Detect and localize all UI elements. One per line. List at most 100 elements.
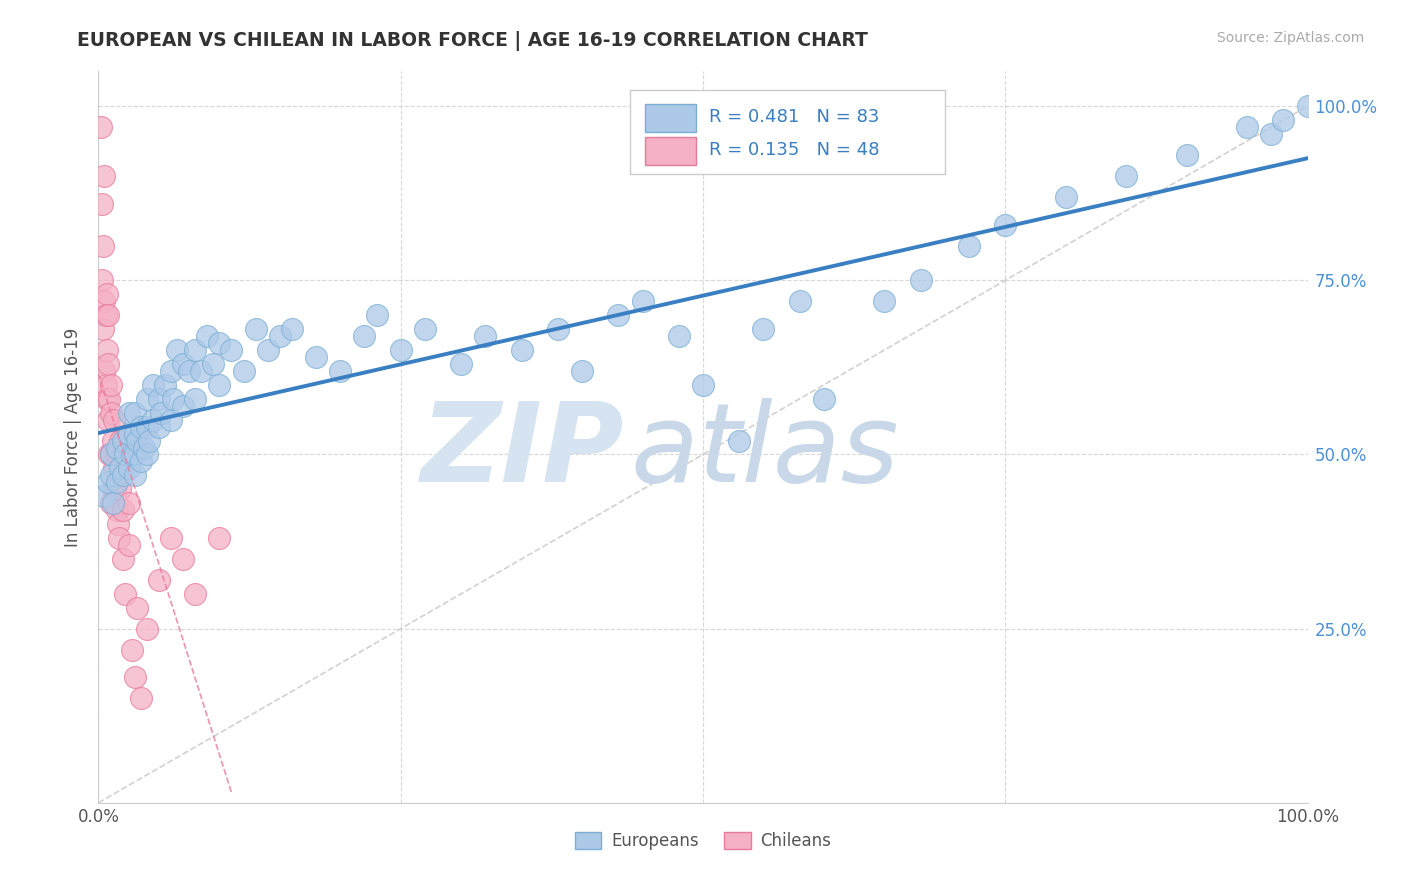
Point bbox=[389, 343, 412, 357]
Point bbox=[184, 392, 207, 406]
Point bbox=[232, 364, 254, 378]
Point bbox=[121, 642, 143, 657]
Point bbox=[118, 461, 141, 475]
Text: R = 0.481   N = 83: R = 0.481 N = 83 bbox=[709, 108, 879, 126]
Point bbox=[97, 475, 120, 490]
Point bbox=[184, 343, 207, 357]
Point bbox=[118, 426, 141, 441]
Text: atlas: atlas bbox=[630, 398, 898, 505]
Point bbox=[353, 329, 375, 343]
Point bbox=[108, 434, 131, 448]
Point bbox=[93, 364, 115, 378]
Point bbox=[118, 406, 141, 420]
Point bbox=[208, 531, 231, 545]
Point bbox=[100, 496, 122, 510]
Point bbox=[114, 448, 136, 462]
Point bbox=[96, 287, 118, 301]
Point bbox=[105, 441, 128, 455]
Point bbox=[93, 294, 115, 309]
Point bbox=[148, 392, 170, 406]
Text: R = 0.135   N = 48: R = 0.135 N = 48 bbox=[709, 141, 880, 159]
Point bbox=[166, 343, 188, 357]
Point bbox=[153, 377, 176, 392]
Point bbox=[96, 392, 118, 406]
Point bbox=[107, 517, 129, 532]
Point bbox=[98, 392, 121, 406]
Point bbox=[162, 392, 184, 406]
Point bbox=[118, 538, 141, 552]
Point bbox=[148, 573, 170, 587]
Point bbox=[135, 448, 157, 462]
Legend: Europeans, Chileans: Europeans, Chileans bbox=[568, 825, 838, 856]
Point bbox=[96, 343, 118, 357]
Point bbox=[256, 343, 278, 357]
Point bbox=[138, 434, 160, 448]
Point bbox=[631, 294, 654, 309]
Point bbox=[103, 412, 125, 426]
Point bbox=[91, 273, 114, 287]
Point bbox=[329, 364, 352, 378]
Point bbox=[105, 448, 128, 462]
Point bbox=[269, 329, 291, 343]
Point bbox=[135, 622, 157, 636]
Point bbox=[101, 483, 124, 497]
Point bbox=[208, 377, 231, 392]
Point bbox=[1296, 99, 1319, 113]
Point bbox=[111, 434, 134, 448]
Point bbox=[148, 419, 170, 434]
Point bbox=[108, 483, 131, 497]
Point bbox=[105, 475, 128, 490]
Point bbox=[179, 364, 201, 378]
Point bbox=[571, 364, 593, 378]
Point bbox=[208, 336, 231, 351]
Point bbox=[129, 691, 152, 706]
Point bbox=[245, 322, 267, 336]
Point bbox=[127, 434, 149, 448]
FancyBboxPatch shape bbox=[645, 104, 696, 132]
Point bbox=[221, 343, 243, 357]
Point bbox=[108, 461, 131, 475]
Point bbox=[752, 322, 775, 336]
Text: EUROPEAN VS CHILEAN IN LABOR FORCE | AGE 16-19 CORRELATION CHART: EUROPEAN VS CHILEAN IN LABOR FORCE | AGE… bbox=[77, 31, 869, 51]
Point bbox=[108, 531, 131, 545]
FancyBboxPatch shape bbox=[645, 137, 696, 165]
Point bbox=[124, 670, 146, 684]
Point bbox=[789, 294, 811, 309]
Point bbox=[910, 273, 932, 287]
Point bbox=[474, 329, 496, 343]
Point bbox=[1272, 113, 1295, 128]
Point bbox=[101, 496, 124, 510]
Point bbox=[111, 468, 134, 483]
Point bbox=[111, 503, 134, 517]
Point bbox=[103, 461, 125, 475]
Point bbox=[281, 322, 304, 336]
Point bbox=[111, 552, 134, 566]
Point bbox=[118, 496, 141, 510]
Point bbox=[413, 322, 436, 336]
FancyBboxPatch shape bbox=[630, 90, 945, 174]
Point bbox=[1175, 148, 1198, 162]
Point bbox=[1115, 169, 1137, 183]
Point bbox=[100, 468, 122, 483]
Point bbox=[873, 294, 896, 309]
Point bbox=[135, 392, 157, 406]
Point bbox=[91, 322, 114, 336]
Point bbox=[124, 468, 146, 483]
Point bbox=[202, 357, 225, 371]
Point bbox=[142, 412, 165, 426]
Point bbox=[190, 364, 212, 378]
Point bbox=[160, 364, 183, 378]
Point bbox=[124, 406, 146, 420]
Point bbox=[114, 587, 136, 601]
Point bbox=[90, 120, 112, 134]
Point bbox=[450, 357, 472, 371]
Point bbox=[97, 412, 120, 426]
Point bbox=[607, 308, 630, 322]
Point bbox=[127, 600, 149, 615]
Point bbox=[100, 448, 122, 462]
Point bbox=[124, 448, 146, 462]
Point bbox=[91, 196, 114, 211]
Point bbox=[121, 448, 143, 462]
Text: Source: ZipAtlas.com: Source: ZipAtlas.com bbox=[1216, 31, 1364, 45]
Point bbox=[366, 308, 388, 322]
